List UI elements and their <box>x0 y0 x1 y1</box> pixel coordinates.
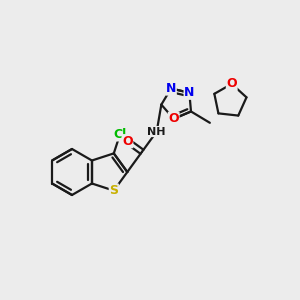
Text: NH: NH <box>148 127 166 136</box>
Text: O: O <box>168 112 179 125</box>
Text: O: O <box>226 77 237 90</box>
Text: O: O <box>122 135 133 148</box>
Text: N: N <box>166 82 176 95</box>
Text: N: N <box>184 86 194 99</box>
Text: Cl: Cl <box>113 128 127 141</box>
Text: S: S <box>109 184 118 197</box>
